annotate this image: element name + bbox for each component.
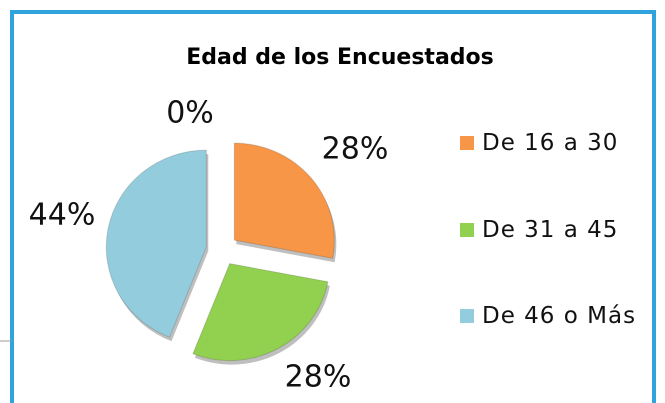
data-label: 0% (166, 96, 214, 131)
pie-slice (105, 149, 207, 338)
pie-slice (192, 263, 329, 362)
legend-swatch (460, 309, 474, 323)
data-label: 28% (322, 132, 389, 167)
data-label: 44% (29, 198, 96, 233)
frame (10, 10, 656, 403)
legend-swatch (460, 136, 474, 150)
pie-slice (233, 142, 335, 259)
legend-swatch (460, 223, 474, 237)
data-label: 28% (285, 360, 352, 395)
legend-label: De 31 a 45 (482, 217, 619, 243)
chart-title: Edad de los Encuestados (186, 45, 494, 70)
legend-label: De 16 a 30 (482, 130, 619, 156)
legend-label: De 46 o Más (482, 303, 637, 329)
